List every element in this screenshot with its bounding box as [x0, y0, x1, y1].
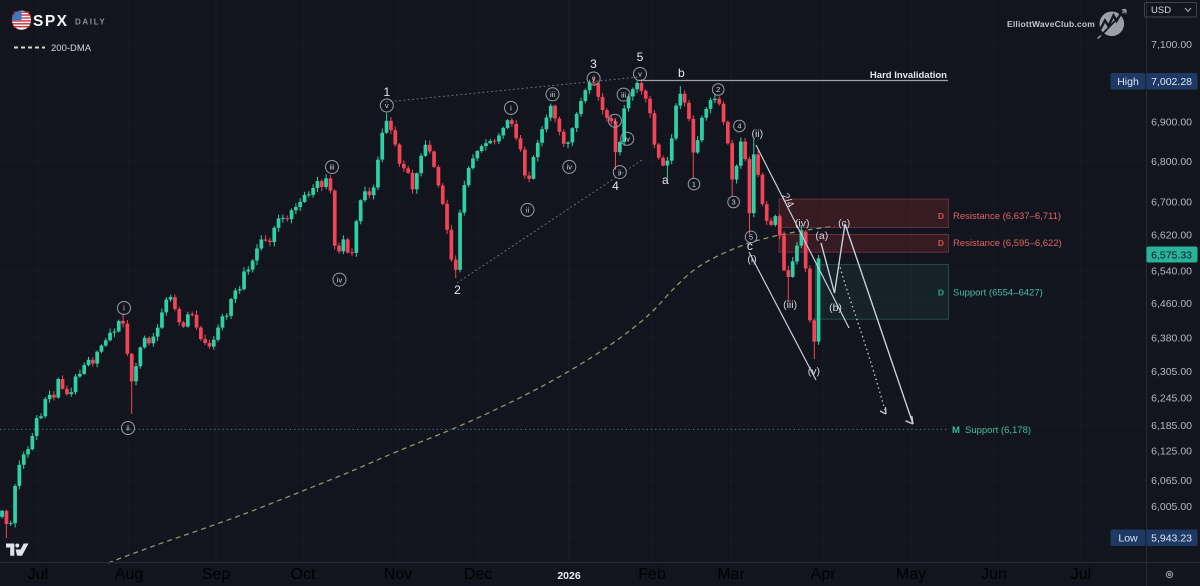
svg-text:c: c [747, 239, 753, 253]
svg-text:ii: ii [126, 424, 130, 433]
svg-text:High: High [1117, 76, 1139, 88]
svg-text:6,460.00: 6,460.00 [1151, 298, 1192, 310]
svg-text:Apr: Apr [811, 566, 837, 583]
svg-text:6,185.00: 6,185.00 [1151, 420, 1192, 432]
svg-text:(a): (a) [815, 230, 828, 242]
svg-text:3: 3 [590, 57, 597, 71]
svg-text:6,700.00: 6,700.00 [1151, 196, 1192, 208]
svg-text:Oct: Oct [291, 566, 316, 583]
svg-text:v: v [385, 101, 389, 110]
svg-text:(v): (v) [808, 366, 820, 378]
svg-text:5: 5 [749, 233, 753, 242]
svg-text:2: 2 [454, 283, 461, 297]
svg-text:Dec: Dec [464, 566, 492, 583]
svg-text:iv: iv [624, 135, 630, 144]
svg-text:D: D [938, 211, 944, 221]
svg-text:Resistance (6,637–6,711): Resistance (6,637–6,711) [953, 211, 1061, 222]
svg-text:ii: ii [618, 168, 622, 177]
svg-text:1: 1 [383, 85, 390, 99]
svg-text:iii: iii [621, 90, 626, 99]
svg-text:ElliottWaveClub.com: ElliottWaveClub.com [1007, 19, 1095, 29]
svg-text:iv: iv [567, 163, 573, 172]
svg-text:Jul: Jul [28, 566, 48, 583]
svg-text:Hard Invalidation: Hard Invalidation [870, 70, 947, 81]
svg-text:4: 4 [612, 179, 619, 193]
svg-text:Mar: Mar [717, 566, 745, 583]
svg-text:i: i [614, 117, 616, 126]
svg-text:2026: 2026 [557, 570, 581, 582]
svg-text:iii: iii [550, 90, 555, 99]
svg-text:Resistance (6,595–6,622): Resistance (6,595–6,622) [953, 238, 1062, 249]
svg-text:6,540.00: 6,540.00 [1151, 265, 1192, 277]
svg-text:iii: iii [330, 163, 335, 172]
svg-text:USD: USD [1151, 5, 1171, 16]
svg-text:6,620.00: 6,620.00 [1151, 230, 1192, 242]
svg-text:ii: ii [526, 206, 530, 215]
svg-text:6,575.33: 6,575.33 [1151, 250, 1192, 262]
svg-text:a: a [662, 173, 669, 187]
svg-text:Feb: Feb [638, 566, 666, 583]
svg-text:Jul: Jul [1071, 566, 1091, 583]
svg-text:6,005.00: 6,005.00 [1151, 501, 1192, 513]
svg-text:6,380.00: 6,380.00 [1151, 332, 1192, 344]
svg-text:(ii): (ii) [751, 128, 763, 140]
svg-text:v: v [638, 70, 642, 79]
svg-text:(c): (c) [838, 218, 850, 230]
svg-text:Aug: Aug [115, 566, 143, 583]
svg-text:D: D [938, 288, 944, 298]
svg-text:Support (6554–6427): Support (6554–6427) [953, 288, 1043, 299]
svg-text:6,900.00: 6,900.00 [1151, 117, 1192, 129]
svg-text:5,943.23: 5,943.23 [1151, 533, 1192, 545]
svg-text:DAILY: DAILY [75, 18, 106, 27]
svg-text:6,245.00: 6,245.00 [1151, 392, 1192, 404]
svg-text:i: i [123, 304, 125, 313]
svg-text:2: 2 [716, 85, 720, 94]
svg-text:(iii): (iii) [783, 299, 797, 311]
svg-text:May: May [896, 566, 926, 583]
svg-text:Sep: Sep [202, 566, 231, 583]
svg-text:i: i [510, 104, 512, 113]
svg-text:6,305.00: 6,305.00 [1151, 366, 1192, 378]
svg-text:5: 5 [637, 50, 644, 64]
svg-text:6,125.00: 6,125.00 [1151, 446, 1192, 458]
svg-text:6,065.00: 6,065.00 [1151, 475, 1192, 487]
svg-text:(iv): (iv) [795, 218, 810, 230]
svg-text:SPX: SPX [33, 13, 69, 30]
svg-text:Low: Low [1118, 533, 1138, 545]
svg-text:7,100.00: 7,100.00 [1151, 39, 1192, 51]
svg-text:(b): (b) [829, 302, 842, 314]
svg-text:Nov: Nov [384, 566, 412, 583]
svg-text:6,800.00: 6,800.00 [1151, 156, 1192, 168]
svg-text:1: 1 [692, 180, 696, 189]
svg-text:Jun: Jun [981, 566, 1007, 583]
svg-text:7,002.28: 7,002.28 [1151, 76, 1192, 88]
svg-text:4: 4 [737, 122, 741, 131]
svg-text:D: D [938, 238, 944, 248]
svg-text:v: v [592, 74, 596, 83]
svg-text:b: b [678, 66, 685, 80]
svg-text:200-DMA: 200-DMA [51, 43, 92, 54]
svg-text:M: M [952, 425, 960, 436]
svg-text:iv: iv [337, 275, 343, 284]
svg-text:Support (6,178): Support (6,178) [965, 425, 1031, 436]
svg-text:(i): (i) [747, 254, 756, 266]
svg-text:3: 3 [732, 198, 736, 207]
